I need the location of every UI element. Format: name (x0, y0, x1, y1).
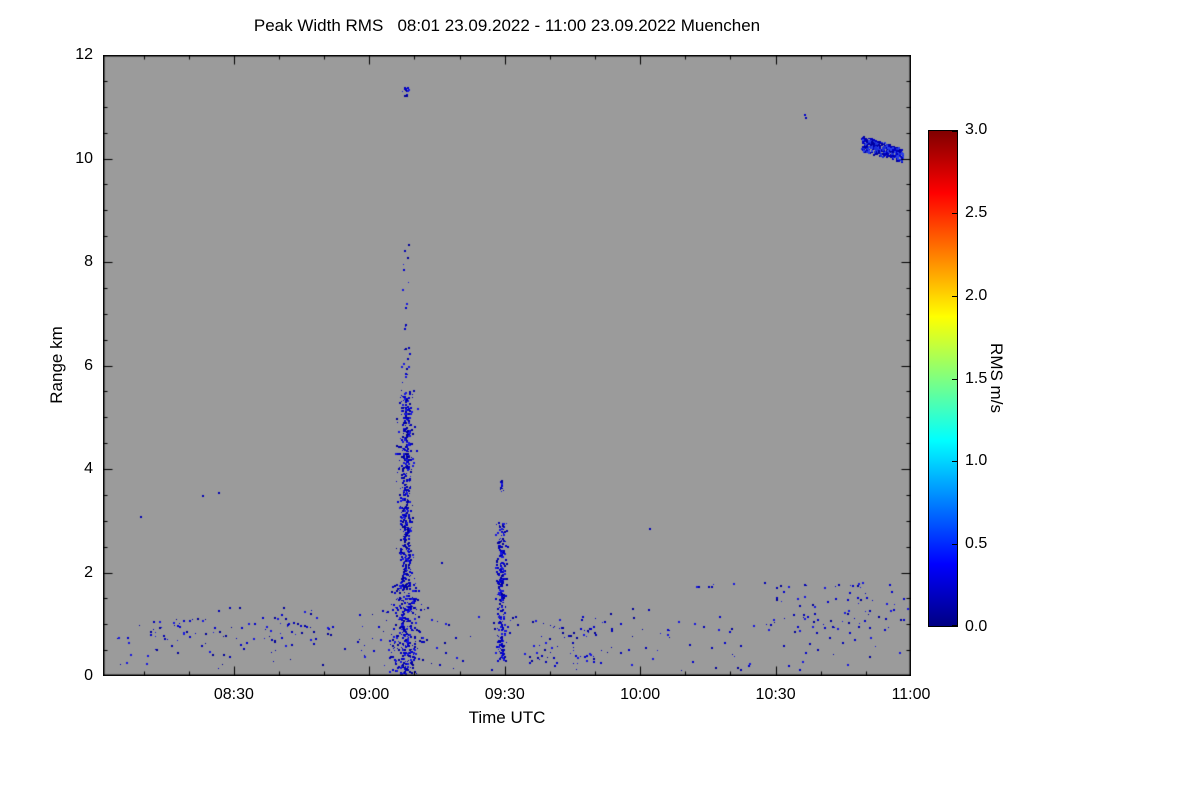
y-tick-label: 4 (84, 460, 93, 477)
x-axis-title: Time UTC (468, 708, 546, 727)
colorbar-tick-mark (952, 625, 957, 626)
x-tick-label: 09:30 (484, 686, 525, 703)
x-tick-label: 09:00 (349, 686, 390, 703)
x-tick-label: 10:30 (755, 686, 796, 703)
y-tick-label: 12 (75, 46, 93, 63)
colorbar-tick-mark (952, 461, 957, 463)
scatter-plot-area (103, 55, 911, 676)
colorbar-tick-mark (952, 378, 957, 380)
y-tick-label: 0 (84, 667, 93, 684)
colorbar-tick-mark (952, 212, 957, 214)
colorbar-tick-label: 1.0 (965, 452, 988, 470)
colorbar-tick-label: 0.0 (965, 618, 988, 635)
colorbar-tick-label: 2.0 (965, 286, 988, 304)
x-tick-label: 11:00 (891, 686, 931, 703)
colorbar-tick-label: 1.5 (965, 369, 988, 387)
colorbar-tick-mark (952, 131, 957, 132)
y-tick-label: 2 (84, 563, 93, 581)
y-tick-label: 6 (84, 356, 93, 374)
x-tick-label: 10:00 (620, 686, 661, 703)
y-tick-label: 8 (84, 253, 93, 270)
colorbar-tick-mark (952, 295, 957, 297)
colorbar-tick-mark (952, 544, 957, 546)
chart-title: Peak Width RMS 08:01 23.09.2022 - 11:00 … (253, 16, 761, 35)
colorbar-tick-label: 2.5 (965, 203, 988, 221)
x-tick-label: 08:30 (213, 686, 254, 703)
y-tick-label: 10 (75, 149, 93, 167)
colorbar-tick-label: 0.5 (965, 535, 988, 553)
colorbar-title: RMS m/s (987, 343, 1006, 413)
colorbar-tick-label: 3.0 (965, 121, 988, 138)
